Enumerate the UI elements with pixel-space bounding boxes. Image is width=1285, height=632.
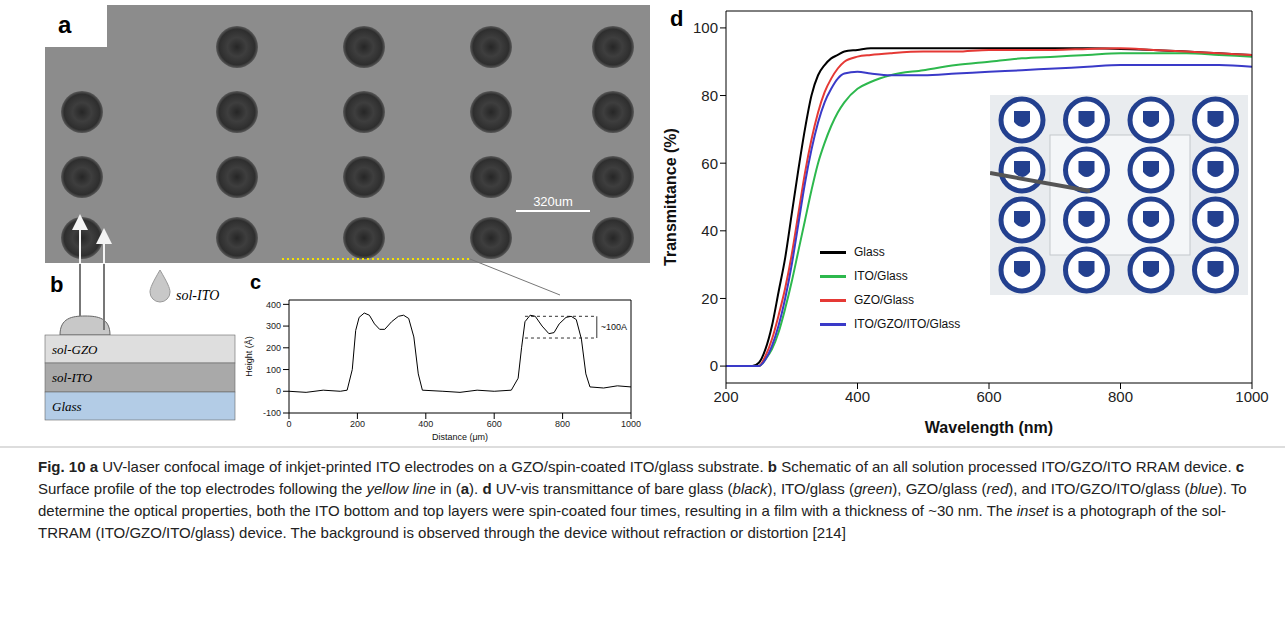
svg-text:0: 0 [286, 419, 291, 429]
svg-text:40: 40 [701, 222, 718, 239]
html-text:ITO/Glass: ITO/Glass [854, 269, 908, 283]
svg-text:sol-ITO: sol-ITO [176, 288, 219, 303]
svg-text:200: 200 [713, 388, 738, 405]
svg-text:320um: 320um [533, 194, 573, 209]
svg-text:~100A: ~100A [601, 322, 627, 332]
svg-text:100: 100 [693, 19, 718, 36]
svg-text:400: 400 [266, 300, 281, 310]
svg-text:0: 0 [276, 386, 281, 396]
svg-text:100: 100 [266, 365, 281, 375]
html-text:Surface profile of the top ele: Surface profile of the top electrodes fo… [38, 480, 1247, 541]
svg-text:800: 800 [1108, 388, 1133, 405]
svg-text:0: 0 [710, 357, 718, 374]
svg-text:200: 200 [266, 343, 281, 353]
svg-text:Transmittance (%): Transmittance (%) [662, 128, 679, 266]
svg-text:600: 600 [976, 388, 1001, 405]
svg-text:Distance (μm): Distance (μm) [432, 432, 488, 442]
svg-text:Height (Å): Height (Å) [244, 336, 254, 377]
svg-text:-100: -100 [263, 408, 281, 418]
svg-text:1000: 1000 [621, 419, 641, 429]
svg-text:Wavelength (nm): Wavelength (nm) [925, 419, 1053, 436]
html-text:ITO/GZO/ITO/Glass: ITO/GZO/ITO/Glass [854, 317, 961, 331]
svg-text:400: 400 [845, 388, 870, 405]
svg-text:200: 200 [350, 419, 365, 429]
html-text:Fig. 10 a UV-laser confocal im: Fig. 10 a UV-laser confocal image of ink… [38, 458, 1245, 475]
svg-text:800: 800 [555, 419, 570, 429]
svg-text:60: 60 [701, 155, 718, 172]
html-text:GZO/Glass: GZO/Glass [854, 293, 914, 307]
svg-text:300: 300 [266, 321, 281, 331]
svg-text:400: 400 [418, 419, 433, 429]
svg-text:Glass: Glass [52, 399, 82, 414]
svg-text:b: b [50, 272, 63, 297]
svg-text:a: a [58, 11, 72, 38]
svg-text:600: 600 [487, 419, 502, 429]
html-text:Glass: Glass [854, 245, 885, 259]
svg-text:80: 80 [701, 87, 718, 104]
svg-text:sol-GZO: sol-GZO [52, 342, 98, 357]
html-text:d: d [670, 6, 684, 31]
svg-text:c: c [250, 271, 261, 293]
svg-text:20: 20 [701, 290, 718, 307]
svg-text:1000: 1000 [1235, 388, 1268, 405]
svg-text:sol-ITO: sol-ITO [52, 370, 93, 385]
